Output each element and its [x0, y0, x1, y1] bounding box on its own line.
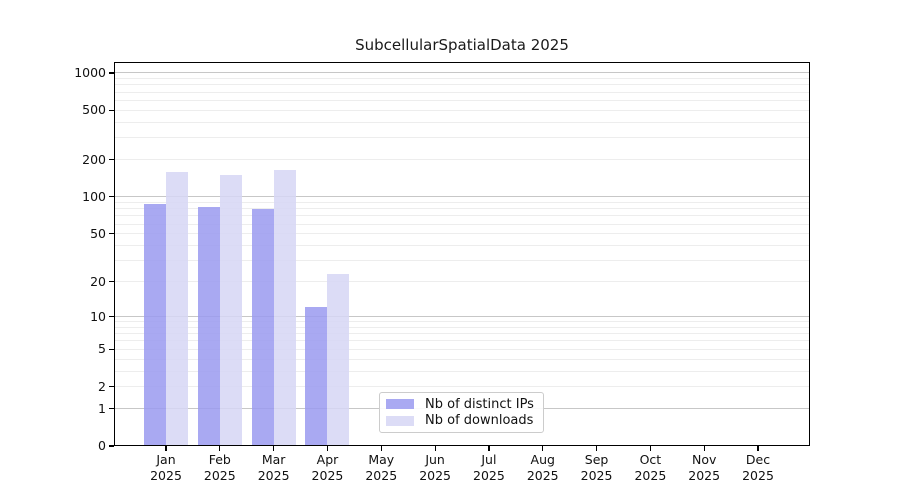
gridline-major [114, 196, 810, 198]
legend-label-downloads: Nb of downloads [425, 413, 534, 429]
gridline-minor [114, 137, 810, 139]
x-axis-tick [703, 446, 705, 451]
gridline-minor [114, 326, 810, 328]
y-axis-tick [109, 159, 114, 161]
y-axis-tick [109, 445, 114, 447]
gridline-major [114, 72, 810, 74]
y-axis-tick [109, 280, 114, 283]
y-axis-tick-label: 2 [98, 378, 106, 394]
x-axis-tick-label-may: May 2025 [365, 452, 398, 483]
gridline-minor [114, 260, 810, 262]
gridline-minor [114, 109, 810, 111]
y-axis-tick [109, 72, 114, 74]
gridline-minor [114, 340, 810, 342]
y-axis-tick-label: 0 [98, 438, 106, 453]
gridline-minor [114, 386, 810, 388]
gridline-minor [114, 99, 810, 101]
legend-entry-distinct-ips: Nb of distinct IPs [386, 397, 537, 412]
x-axis-tick [165, 446, 167, 451]
y-axis-tick [109, 386, 114, 388]
x-axis-tick [649, 446, 651, 451]
y-axis-tick [109, 233, 114, 235]
gridline-minor [114, 233, 810, 235]
bar-apr-distinct-ips [305, 307, 328, 446]
x-axis-tick-label-jul: Jul 2025 [473, 452, 505, 483]
x-axis-tick [326, 446, 329, 451]
x-axis-tick-label-nov: Nov 2025 [688, 452, 721, 483]
legend-entry-downloads: Nb of downloads [386, 413, 537, 428]
gridline-major [114, 316, 810, 317]
x-axis-tick-label-apr: Apr 2025 [311, 452, 344, 483]
bar-feb-distinct-ips [197, 207, 220, 446]
bar-mar-downloads [273, 169, 296, 446]
x-axis-tick-label-feb: Feb 2025 [203, 452, 236, 483]
x-axis-tick-label-oct: Oct 2025 [634, 452, 667, 483]
gridline-minor [114, 78, 810, 80]
x-axis-tick-label-jun: Jun 2025 [419, 452, 451, 483]
x-axis-tick-label-dec: Dec 2025 [742, 452, 774, 483]
gridline-minor [114, 201, 810, 203]
y-axis-tick [109, 109, 114, 111]
bar-jan-downloads [166, 172, 188, 446]
legend-swatch-downloads [386, 415, 414, 426]
y-axis-tick-label: 1000 [74, 64, 106, 80]
y-axis-tick-label: 200 [82, 151, 106, 167]
legend-swatch-distinct-ips [386, 399, 414, 410]
x-axis-tick [434, 446, 436, 451]
x-axis-tick [219, 446, 221, 451]
gridline-minor [114, 208, 810, 210]
x-axis-tick [488, 446, 490, 451]
gridline-minor [114, 159, 810, 161]
x-axis-tick [380, 446, 382, 451]
bar-mar-distinct-ips [251, 208, 274, 446]
y-axis-tick [109, 196, 114, 198]
y-axis-tick-label: 1 [98, 400, 106, 416]
y-axis-tick [109, 407, 114, 410]
gridline-minor [114, 215, 810, 217]
y-axis-tick-label: 100 [82, 188, 106, 204]
y-axis-tick-label: 500 [82, 102, 106, 118]
y-axis-tick-label: 50 [90, 225, 106, 241]
x-axis-tick [542, 446, 544, 451]
legend-label-distinct-ips: Nb of distinct IPs [425, 396, 534, 412]
gridline-minor [114, 370, 810, 372]
gridline-minor [114, 121, 810, 123]
chart-title: SubcellularSpatialData 2025 [355, 36, 569, 54]
x-axis-tick-label-aug: Aug 2025 [526, 452, 559, 483]
gridline-minor [114, 321, 810, 323]
bar-apr-downloads [327, 274, 350, 446]
gridline-minor [114, 244, 810, 246]
y-axis-tick-label: 10 [90, 308, 106, 324]
x-axis-tick [595, 446, 598, 451]
x-axis-tick [757, 446, 759, 451]
bar-jan-distinct-ips [144, 203, 166, 446]
y-axis-tick-label: 20 [90, 273, 106, 289]
bar-feb-downloads [219, 175, 242, 446]
y-axis-tick [109, 348, 114, 350]
gridline-minor [114, 91, 810, 93]
gridline-minor [114, 84, 810, 86]
gridline-minor [114, 281, 810, 283]
x-axis-tick-label-sep: Sep 2025 [580, 452, 613, 483]
y-axis-tick [109, 315, 114, 318]
plot-area [114, 62, 810, 446]
gridline-minor [114, 348, 810, 350]
legend: Nb of distinct IPs Nb of downloads [379, 392, 544, 433]
x-axis-tick-label-mar: Mar 2025 [257, 452, 290, 483]
gridline-minor [114, 223, 810, 225]
x-axis-tick [273, 446, 275, 451]
gridline-minor [114, 333, 810, 335]
gridline-minor [114, 358, 810, 360]
y-axis-tick-label: 5 [98, 341, 106, 357]
x-axis-tick-label-jan: Jan 2025 [150, 452, 182, 483]
